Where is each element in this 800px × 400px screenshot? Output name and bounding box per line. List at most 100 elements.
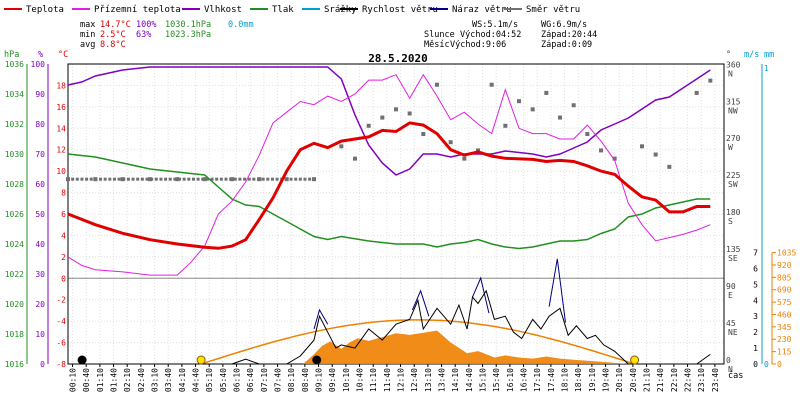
legend-label: Teplota xyxy=(26,5,64,15)
wind-direction-point xyxy=(448,140,453,145)
legend-item-rychlost-vetru: Rychlost větru xyxy=(340,5,438,15)
wind-direction-point xyxy=(202,177,207,182)
pressure-tick-label: 1034 xyxy=(5,90,24,99)
wind-direction-point xyxy=(530,107,535,112)
direction-tick-compass: SW xyxy=(728,180,738,189)
x-tick-label: 00:40 xyxy=(82,368,91,392)
wind-direction-point xyxy=(164,177,168,181)
legend-label: Přízemní teplota xyxy=(94,5,181,15)
temp-tick-label: -2 xyxy=(56,296,66,305)
legend-label: Tlak xyxy=(272,5,294,15)
x-tick-label: 05:10 xyxy=(205,368,214,392)
x-tick-label: 10:40 xyxy=(356,368,365,392)
legend-item-smer-vetru: Směr větru xyxy=(504,5,580,15)
wind-direction-point xyxy=(275,177,279,181)
temp-tick-label: 8 xyxy=(61,189,66,198)
direction-tick-label: 225 xyxy=(726,171,741,180)
x-tick-label: 09:40 xyxy=(328,368,337,392)
stat-avg-label: avg xyxy=(80,40,95,50)
wind-direction-point xyxy=(261,177,265,181)
x-tick-label: 01:40 xyxy=(110,368,119,392)
x-tick-label: 14:40 xyxy=(465,368,474,392)
humidity-tick-label: 70 xyxy=(35,150,45,159)
wind-direction-point xyxy=(182,177,186,181)
wind-direction-point xyxy=(308,177,312,181)
wind-direction-point xyxy=(210,177,214,181)
legend-item-tlak: Tlak xyxy=(250,5,294,15)
wind-direction-point xyxy=(517,99,521,104)
wind-direction-point xyxy=(136,177,140,181)
legend-item-prizemni-teplota: Přízemní teplota xyxy=(72,5,181,15)
wind-direction-point xyxy=(284,177,288,181)
pressure-unit-label: hPa xyxy=(4,50,19,60)
wind-direction-point xyxy=(85,177,89,181)
wind-direction-point xyxy=(257,177,261,181)
x-tick-label: 11:40 xyxy=(383,368,392,392)
series-humidity xyxy=(67,66,711,176)
radiation-tick-label: 920 xyxy=(777,261,792,270)
moonrise-marker xyxy=(312,355,322,365)
x-tick-label: 23:10 xyxy=(697,368,706,392)
wind-direction-point xyxy=(380,115,385,120)
series-pressure xyxy=(67,153,711,250)
axes: 00:10 00:40 01:10 01:40 02:10 02:40 03:10 03:40… xyxy=(5,60,797,392)
wind-direction-point xyxy=(233,177,237,181)
humidity-tick-label: 10 xyxy=(35,330,45,339)
wind-direction-point xyxy=(612,156,617,161)
x-tick-label: 15:10 xyxy=(479,368,488,392)
pressure-tick-label: 1024 xyxy=(5,240,24,249)
moonset-marker xyxy=(77,355,87,365)
legend-label: Vlhkost xyxy=(204,5,242,15)
wind-direction-point xyxy=(108,177,112,181)
series-wind-gust xyxy=(313,308,329,330)
wind-direction-point xyxy=(243,177,247,181)
x-tick-label: 08:10 xyxy=(287,368,296,392)
wind-direction-point xyxy=(366,123,371,128)
series-temperature xyxy=(67,121,711,250)
direction-tick-label: 270 xyxy=(726,134,741,143)
temp-tick-label: 16 xyxy=(56,103,66,112)
info-sun-label: Slunce xyxy=(424,30,455,40)
x-tick-label: 15:40 xyxy=(492,368,501,392)
x-tick-label: 14:10 xyxy=(451,368,460,392)
wind-direction-point xyxy=(178,177,182,181)
radiation-tick-label: 460 xyxy=(777,310,792,319)
wind-direction-point xyxy=(150,177,154,181)
wind-direction-point xyxy=(154,177,158,181)
wind-direction-point xyxy=(117,177,121,181)
x-tick-label: 19:10 xyxy=(588,368,597,392)
wind-direction-point xyxy=(219,177,223,181)
pressure-tick-label: 1020 xyxy=(5,300,24,309)
legend-item-vlhkost: Vlhkost xyxy=(182,5,242,15)
wind-direction-point xyxy=(303,177,307,181)
wind-direction-point xyxy=(407,111,412,116)
wind-direction-point xyxy=(289,177,293,181)
pressure-tick-label: 1022 xyxy=(5,270,24,279)
pressure-tick-label: 1018 xyxy=(5,330,24,339)
x-tick-label: 21:10 xyxy=(643,368,652,392)
wind-direction-point xyxy=(435,82,439,87)
temp-tick-label: -8 xyxy=(56,360,66,369)
windspeed-tick-label: 3 xyxy=(753,312,758,321)
x-tick-label: 22:40 xyxy=(684,368,693,392)
temp-tick-label: -4 xyxy=(56,317,66,326)
wind-direction-point xyxy=(140,177,144,181)
temp-tick-label: 12 xyxy=(56,146,66,155)
wind-direction-point xyxy=(298,177,302,181)
info-moonrise: Východ:9:06 xyxy=(450,40,506,50)
direction-tick-compass: E xyxy=(728,291,733,300)
wind-direction-point xyxy=(80,177,84,181)
direction-tick-label: 180 xyxy=(726,208,741,217)
info-wind-speed: WS:5.1m/s xyxy=(472,20,518,30)
humidity-unit-label: % xyxy=(38,50,43,60)
x-tick-label: 00:10 xyxy=(69,368,78,392)
humidity-tick-label: 90 xyxy=(35,90,45,99)
wind-direction-point xyxy=(75,177,79,181)
chart-title: 28.5.2020 xyxy=(368,52,428,65)
x-tick-label: 02:40 xyxy=(137,368,146,392)
radiation-tick-label: 115 xyxy=(777,348,792,357)
wind-direction-point xyxy=(266,177,270,181)
wind-direction-point xyxy=(708,78,713,83)
radiation-tick-label: 690 xyxy=(777,286,792,295)
wind-direction-point xyxy=(489,82,494,87)
